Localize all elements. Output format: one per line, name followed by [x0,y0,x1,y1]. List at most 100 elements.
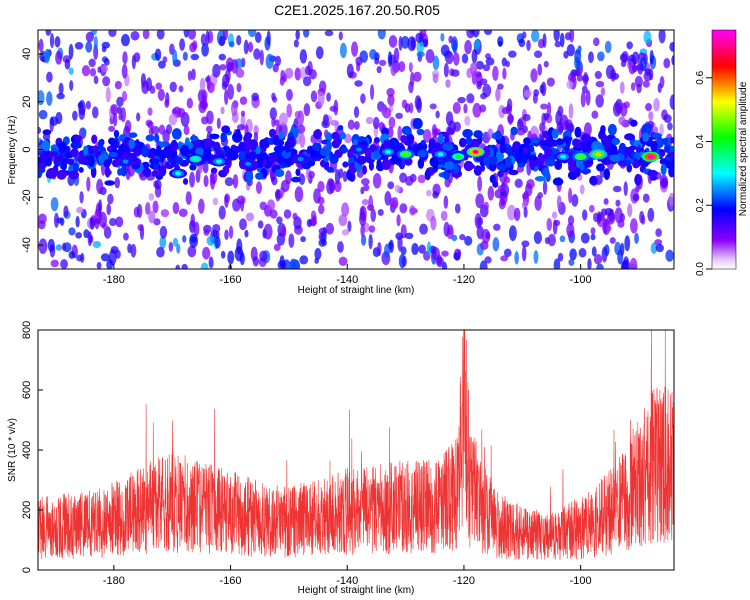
y-tick-label: 20 [21,96,33,108]
spectrogram-cell [473,165,483,176]
spectrogram-cell [303,103,311,117]
spectrogram-cell [160,209,170,218]
spectrogram-cell [222,165,230,175]
spectrogram-y-ticks: -40 -20 0 20 40 [21,48,43,253]
spectrogram-cell [603,198,609,205]
spectrogram-cell [554,160,563,171]
spectrogram-cell [607,123,617,136]
spectrogram-cell [453,52,460,66]
spectrogram-cell [484,30,493,36]
spectrogram-cell [223,30,229,41]
spectrogram-cell [88,58,96,68]
spectrogram-cell [457,249,462,257]
spectrogram-cell [388,96,395,107]
spectrogram-y-axis-label: Frequency (Hz) [7,116,18,185]
spectrogram-cell [55,50,63,65]
spectrogram-cell [404,157,413,166]
spectrogram-cell [542,131,549,139]
spectrogram-cell [201,116,209,125]
spectrogram-cell [96,178,104,195]
spectrogram-cell [492,180,499,188]
spectrogram-cell [492,65,499,81]
spectrogram-cell [85,31,95,43]
spectrogram-x-axis-label: Height of straight line (km) [298,285,415,296]
spectrogram-cell [530,138,540,144]
spectrogram-cell [117,168,123,176]
x-tick-label: -120 [453,575,475,587]
spectrogram-cell [454,203,461,214]
spectrogram-cell [627,203,633,218]
spectrogram-cell [505,156,513,168]
spectrogram-cell [387,51,393,68]
spectrogram-cell [235,68,245,78]
spectrogram-cell [591,110,599,119]
spectrogram-cell [492,237,500,252]
spectrogram-cell [568,258,575,266]
spectrogram-cell [536,155,546,163]
spectrogram-cell [376,159,382,168]
spectrogram-cell [150,125,160,135]
spectrogram-cell [576,73,583,82]
spectrogram-cell [571,194,579,207]
spectrogram-cell [62,242,72,253]
spectrogram-cell [473,130,483,139]
y-tick-label: 0 [21,146,33,152]
spectrogram-cell [293,39,299,48]
spectrogram-cell [532,93,538,104]
spectrogram-cell [91,134,98,144]
spectrogram-cell [210,167,218,174]
spectrogram-cell [265,53,274,69]
spectrogram-cell [660,163,667,176]
spectrogram-cell [236,124,246,131]
spectrogram-cell [647,169,658,177]
spectrogram-cell [170,158,176,168]
spectrogram-cell [156,30,165,40]
spectrogram-cell [387,126,394,139]
spectrogram-cell [198,100,207,114]
spectrogram-cell [669,41,674,52]
spectrogram-cell [636,83,642,94]
spectrogram-cell [394,184,401,193]
spectrogram-cell [142,167,152,178]
spectrogram-cell [218,205,226,220]
spectrogram-cell [384,190,392,206]
spectrogram-cell [463,160,474,172]
spectrogram-cell [120,165,127,177]
spectrogram-cell [231,58,239,74]
y-tick-label: -40 [21,237,33,253]
spectrogram-cell [275,188,281,202]
spectrogram-cell [337,241,344,253]
spectrogram-cell [464,115,471,126]
spectrogram-cell [620,60,627,67]
spectrogram-cell [504,147,513,154]
spectrogram-cell [596,211,602,224]
spectrogram-cell [108,30,117,38]
spectrogram-cell [230,101,238,117]
spectrogram-cell [641,214,646,225]
spectrogram-cell [377,30,386,40]
spectrogram-cell [634,152,641,160]
spectrogram-cell [81,65,91,77]
spectrogram-cell [49,116,59,126]
spectrogram-cell [661,138,669,145]
spectrogram-cell [522,146,529,154]
spectrogram-cell [271,117,276,128]
snr-y-axis-label: SNR (10 * v/v) [7,418,18,482]
spectrogram-cell [183,125,190,136]
spectrogram-cell [212,223,221,233]
spectrogram-cell [624,133,635,141]
spectrogram-cell [377,241,382,257]
spectrogram-cell [280,179,290,193]
spectrogram-cell [591,140,602,153]
spectrogram-cell [518,38,526,48]
spectrogram-cell [495,151,504,162]
spectrogram-cell [54,36,61,48]
spectrogram-cell [224,194,229,208]
spectrogram-cell [507,114,515,124]
spectrogram-cell [187,30,197,40]
spectrogram-cell [497,163,507,172]
spectrogram-cell [588,204,595,213]
spectrogram-cell [176,243,181,254]
spectrogram-cell [60,259,68,269]
spectrogram-cell [191,68,196,81]
